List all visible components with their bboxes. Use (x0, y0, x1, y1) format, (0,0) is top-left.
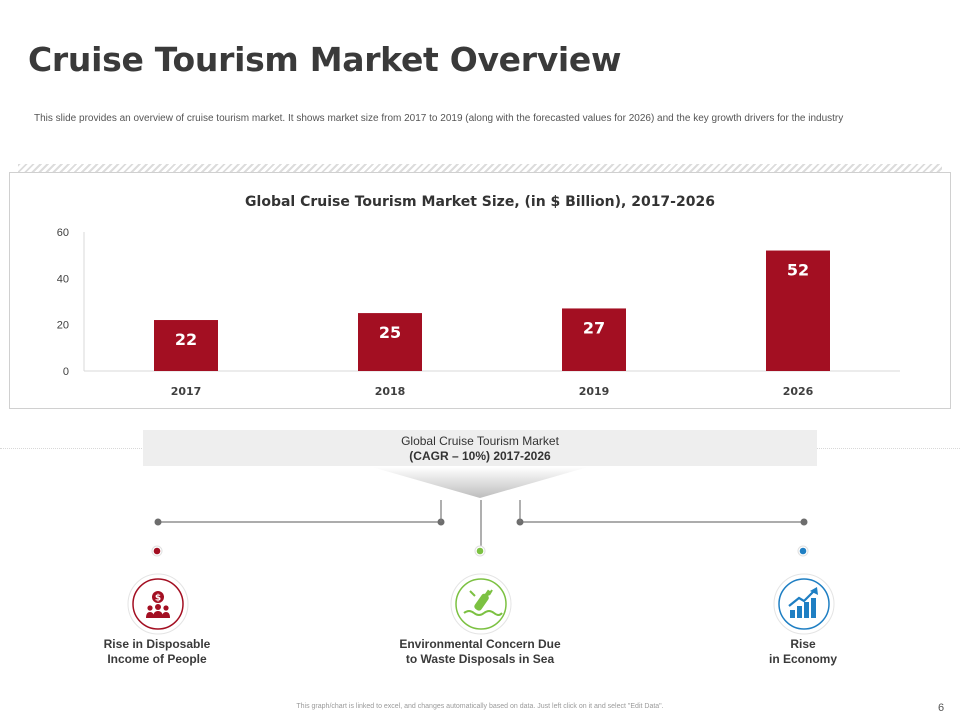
x-tick-label: 2017 (171, 385, 202, 398)
page-title: Cruise Tourism Market Overview (28, 40, 622, 79)
data-label: 27 (583, 318, 605, 337)
driver-label-economy: Rise in Economy (768, 637, 837, 666)
y-tick-label: 60 (57, 227, 69, 239)
driver-marker-blue (799, 547, 807, 555)
bar (766, 250, 830, 371)
connector-dot (800, 518, 808, 526)
y-tick-label: 0 (63, 366, 69, 378)
bar (154, 320, 218, 371)
svg-text:$: $ (155, 594, 161, 604)
cagr-box: Global Cruise Tourism Market (CAGR – 10%… (143, 430, 817, 466)
chart-title: Global Cruise Tourism Market Size, (in $… (245, 194, 715, 210)
data-label: 52 (787, 261, 809, 280)
data-label: 25 (379, 323, 401, 342)
y-tick-label: 20 (57, 320, 69, 332)
page-subtitle: This slide provides an overview of cruis… (34, 113, 844, 124)
bottle-waste-icon (450, 573, 512, 635)
driver-label-income: Rise in Disposable Income of People (103, 637, 211, 666)
y-tick-label: 40 (57, 273, 69, 285)
data-label: 22 (175, 330, 197, 349)
footer-note: This graph/chart is linked to excel, and… (296, 703, 664, 710)
page-number: 6 (938, 702, 945, 714)
cagr-line1: Global Cruise Tourism Market (401, 434, 559, 448)
driver-marker-red (153, 547, 161, 555)
cagr-line2: (CAGR – 10%) 2017-2026 (409, 449, 551, 463)
dollar-people-icon: $ (127, 573, 189, 635)
funnel-shape (372, 467, 588, 498)
driver-marker-green (476, 547, 484, 555)
x-tick-label: 2018 (375, 385, 406, 398)
bar (562, 308, 626, 371)
x-tick-label: 2026 (783, 385, 814, 398)
x-tick-label: 2019 (579, 385, 610, 398)
driver-label-environment: Environmental Concern Due to Waste Dispos… (399, 637, 561, 666)
connector-dot (154, 518, 162, 526)
bar (358, 313, 422, 371)
growth-chart-icon (773, 573, 835, 635)
